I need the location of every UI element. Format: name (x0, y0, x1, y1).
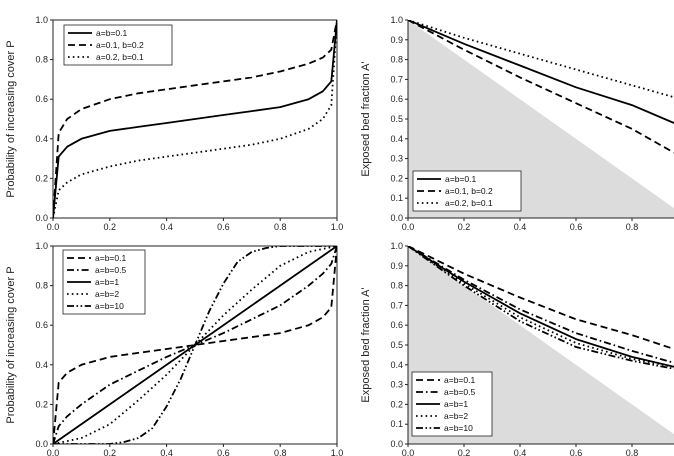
legend-label: a=b=0.5 (444, 387, 475, 397)
legend-label: a=b=2 (444, 411, 468, 421)
x-tick-label: 0.0 (47, 222, 60, 232)
x-tick-label: 0.6 (217, 448, 230, 456)
x-tick-label: 0.2 (458, 222, 471, 232)
y-tick-label: 0.2 (390, 173, 403, 183)
series-line (408, 20, 674, 99)
y-tick-label: 0.4 (390, 360, 403, 370)
x-tick-label: 0.8 (274, 448, 287, 456)
series-line (53, 20, 337, 218)
y-tick-label: 0.6 (390, 94, 403, 104)
legend-label: a=0.1, b=0.2 (445, 186, 493, 196)
x-tick-label: 0.0 (402, 222, 415, 232)
y-tick-label: 1.0 (390, 241, 403, 251)
series-line (408, 246, 674, 368)
y-tick-label: 0.7 (390, 74, 403, 84)
y-axis-label: Probability of increasing cover P (5, 266, 17, 423)
y-tick-label: 0.4 (35, 360, 48, 370)
x-tick-label: 0.2 (458, 448, 471, 456)
x-tick-label: 0.6 (570, 222, 583, 232)
y-tick-label: 0.6 (35, 320, 48, 330)
legend-label: a=b=10 (444, 423, 473, 433)
y-tick-label: 0.8 (35, 281, 48, 291)
y-tick-label: 0.9 (390, 261, 403, 271)
series-line (53, 246, 337, 444)
y-tick-label: 0.6 (390, 320, 403, 330)
x-tick-label: 0.6 (217, 222, 230, 232)
legend-label: a=b=0.1 (445, 174, 476, 184)
y-tick-label: 0.7 (390, 300, 403, 310)
x-tick-label: 0.0 (47, 448, 60, 456)
y-tick-label: 0.0 (390, 213, 403, 223)
x-tick-label: 0.4 (160, 448, 173, 456)
y-tick-label: 0.1 (390, 419, 403, 429)
legend-label: a=b=2 (95, 289, 119, 299)
y-tick-label: 1.0 (390, 15, 403, 25)
y-tick-label: 0.2 (35, 173, 48, 183)
x-tick-label: 0.8 (274, 222, 287, 232)
legend-label: a=0.2, b=0.1 (96, 52, 144, 62)
series-line (53, 246, 337, 444)
legend-label: a=0.2, b=0.1 (445, 198, 493, 208)
y-tick-label: 0.8 (35, 55, 48, 65)
y-tick-label: 1.0 (35, 241, 48, 251)
series-line (408, 20, 674, 154)
legend-label: a=b=1 (444, 399, 468, 409)
x-tick-label: 0.4 (514, 222, 527, 232)
y-tick-label: 0.4 (35, 134, 48, 144)
x-tick-label: 0.4 (514, 448, 527, 456)
legend-label: a=0.1, b=0.2 (96, 40, 144, 50)
x-tick-label: 0.6 (570, 448, 583, 456)
y-tick-label: 0.8 (390, 281, 403, 291)
y-tick-label: 0.0 (390, 439, 403, 449)
y-tick-label: 0.0 (35, 213, 48, 223)
legend-label: a=b=0.1 (95, 253, 126, 263)
x-tick-label: 1.0 (331, 448, 344, 456)
series-line (408, 20, 674, 124)
y-tick-label: 0.1 (390, 193, 403, 203)
x-tick-label: 0.2 (104, 222, 117, 232)
series-line (408, 246, 674, 368)
x-tick-label: 0.8 (626, 222, 639, 232)
y-tick-label: 0.6 (35, 94, 48, 104)
x-tick-label: 0.4 (160, 222, 173, 232)
y-tick-label: 0.4 (390, 134, 403, 144)
series-line (408, 246, 674, 370)
legend-label: a=b=0.1 (96, 28, 127, 38)
y-tick-label: 0.2 (390, 399, 403, 409)
x-tick-label: 0.2 (104, 448, 117, 456)
y-tick-label: 1.0 (35, 15, 48, 25)
legend-label: a=b=0.1 (444, 375, 475, 385)
x-tick-label: 0.8 (626, 448, 639, 456)
y-tick-label: 0.3 (390, 380, 403, 390)
y-tick-label: 0.2 (35, 399, 48, 409)
y-tick-label: 0.8 (390, 55, 403, 65)
legend-label: a=b=10 (95, 301, 124, 311)
series-line (408, 246, 674, 364)
x-tick-label: 1.0 (331, 222, 344, 232)
y-tick-label: 0.3 (390, 154, 403, 164)
y-tick-label: 0.5 (390, 340, 403, 350)
legend-label: a=b=0.5 (95, 265, 126, 275)
y-tick-label: 0.5 (390, 114, 403, 124)
series-line (408, 246, 674, 350)
y-tick-label: 0.9 (390, 35, 403, 45)
legend-label: a=b=1 (95, 277, 119, 287)
y-axis-label: Exposed bed fraction A' (360, 287, 372, 402)
series-line (53, 20, 337, 218)
y-tick-label: 0.0 (35, 439, 48, 449)
y-axis-label: Exposed bed fraction A' (360, 61, 372, 176)
shaded-region (408, 20, 674, 218)
x-tick-label: 0.0 (402, 448, 415, 456)
y-axis-label: Probability of increasing cover P (5, 40, 17, 197)
